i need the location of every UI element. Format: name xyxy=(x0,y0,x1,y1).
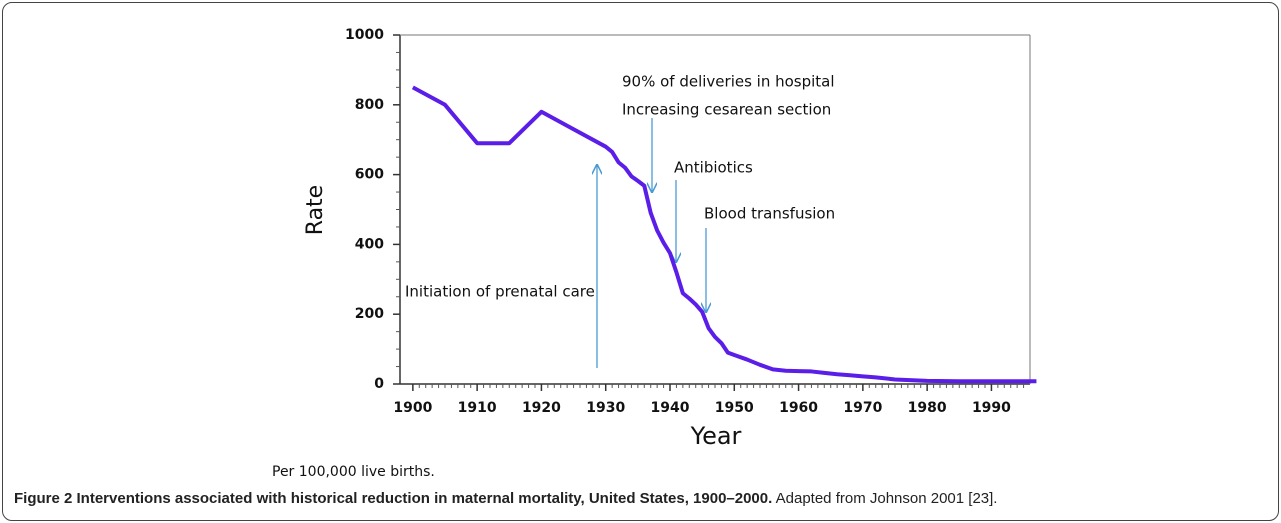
x-tick-label: 1950 xyxy=(715,400,754,416)
y-tick-label: 600 xyxy=(355,167,384,183)
line xyxy=(411,85,1037,384)
y-tick-label: 400 xyxy=(355,236,384,252)
x-axis-label: Year xyxy=(690,422,742,450)
annotation: Initiation of prenatal care xyxy=(405,283,595,301)
chart: Rate Year Per 100,000 live births. 0 200 4… xyxy=(272,27,1037,480)
annotation: Antibiotics xyxy=(674,159,753,177)
x-tick-label: 1960 xyxy=(779,400,818,416)
annotation: Blood transfusion xyxy=(704,205,835,223)
y-axis-label: Rate xyxy=(303,185,328,235)
x-tick-label: 1900 xyxy=(393,400,432,416)
x-tick-label: 1970 xyxy=(843,400,882,416)
x-tick-label: 1910 xyxy=(458,400,497,416)
x-tick-label: 1930 xyxy=(586,400,625,416)
y-tick-label: 800 xyxy=(355,97,384,113)
y-tick-label: 200 xyxy=(355,306,384,322)
y-tick-label: 1000 xyxy=(345,27,384,43)
caption-bold: Figure 2 Interventions associated with h… xyxy=(14,490,773,507)
x-tick-label: 1980 xyxy=(908,400,947,416)
caption-text: Adapted from Johnson 2001 [23]. xyxy=(772,490,998,507)
note: Per 100,000 live births. xyxy=(272,464,435,480)
annotation: Increasing cesarean section xyxy=(622,101,831,119)
y-tick-label: 0 xyxy=(374,376,384,392)
x-tick-label: 1940 xyxy=(651,400,690,416)
annotation: 90% of deliveries in hospital xyxy=(622,73,835,91)
x-tick-label: 1990 xyxy=(972,400,1011,416)
caption: Figure 2 Interventions associated with h… xyxy=(14,490,997,507)
x-tick-label: 1920 xyxy=(522,400,561,416)
